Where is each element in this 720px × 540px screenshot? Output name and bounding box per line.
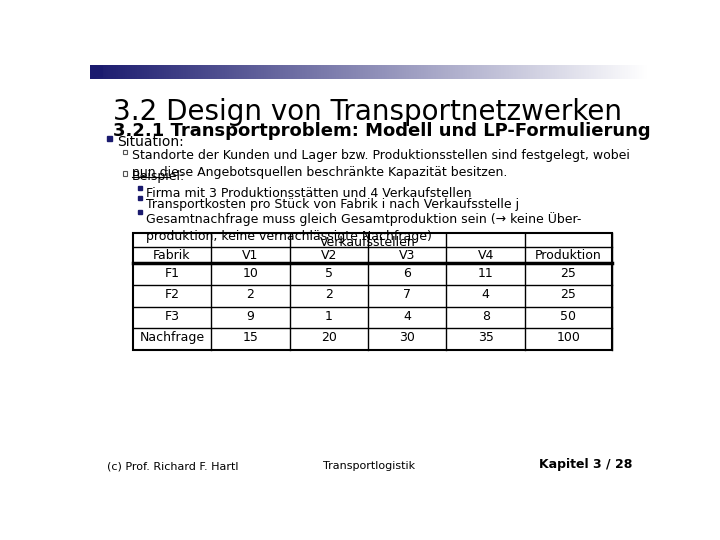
Bar — [98, 72, 102, 76]
Text: V3: V3 — [399, 249, 415, 262]
Text: Transportlogistik: Transportlogistik — [323, 461, 415, 471]
Text: 100: 100 — [557, 331, 580, 344]
Text: 6: 6 — [403, 267, 411, 280]
Text: 20: 20 — [321, 331, 337, 344]
Bar — [107, 136, 112, 141]
Text: 4: 4 — [403, 309, 411, 323]
Text: Fabrik: Fabrik — [153, 249, 191, 262]
Text: F2: F2 — [164, 288, 179, 301]
Bar — [122, 150, 127, 154]
Text: Nachfrage: Nachfrage — [139, 331, 204, 344]
Text: 4: 4 — [482, 288, 490, 301]
Text: Firma mit 3 Produktionsstätten und 4 Verkaufstellen: Firma mit 3 Produktionsstätten und 4 Ver… — [145, 187, 472, 200]
Text: 1: 1 — [325, 309, 333, 323]
Text: 8: 8 — [482, 309, 490, 323]
Text: 11: 11 — [478, 267, 493, 280]
Bar — [91, 72, 96, 76]
Text: F3: F3 — [164, 309, 179, 323]
Text: Verkaufsstellen: Verkaufsstellen — [320, 236, 416, 249]
Text: 3.2 Design von Transportnetzwerken: 3.2 Design von Transportnetzwerken — [113, 98, 622, 126]
Bar — [122, 171, 127, 176]
Bar — [91, 66, 96, 71]
Text: 3.2.1 Transportproblem: Modell und LP-Formulierung: 3.2.1 Transportproblem: Modell und LP-Fo… — [113, 122, 651, 140]
Text: 2: 2 — [246, 288, 254, 301]
Text: Beispiel:: Beispiel: — [132, 170, 185, 183]
Bar — [122, 150, 127, 154]
Bar — [132, 233, 611, 350]
Text: Standorte der Kunden und Lager bzw. Produktionsstellen sind festgelegt, wobei
nu: Standorte der Kunden und Lager bzw. Prod… — [132, 148, 630, 179]
Text: V1: V1 — [242, 249, 258, 262]
Text: 2: 2 — [325, 288, 333, 301]
Text: Situation:: Situation: — [117, 135, 184, 149]
Text: 7: 7 — [403, 288, 411, 301]
Text: 5: 5 — [325, 267, 333, 280]
Bar — [98, 66, 102, 71]
Text: Gesamtnachfrage muss gleich Gesamtproduktion sein (→ keine Über-
produktion, kei: Gesamtnachfrage muss gleich Gesamtproduk… — [145, 212, 581, 243]
Text: 9: 9 — [246, 309, 254, 323]
Text: V4: V4 — [477, 249, 494, 262]
Text: F1: F1 — [164, 267, 179, 280]
Text: V2: V2 — [320, 249, 337, 262]
Text: (c) Prof. Richard F. Hartl: (c) Prof. Richard F. Hartl — [107, 461, 238, 471]
Bar — [138, 186, 142, 190]
Text: 35: 35 — [477, 331, 494, 344]
Text: Kapitel 3 / 28: Kapitel 3 / 28 — [539, 458, 632, 471]
Bar — [122, 171, 127, 176]
Text: 10: 10 — [243, 267, 258, 280]
Text: 25: 25 — [560, 267, 576, 280]
Text: 30: 30 — [400, 331, 415, 344]
Text: 15: 15 — [243, 331, 258, 344]
Text: Transportkosten pro Stück von Fabrik i nach Verkaufsstelle j: Transportkosten pro Stück von Fabrik i n… — [145, 198, 519, 211]
Bar — [138, 197, 142, 200]
Text: Produktion: Produktion — [535, 249, 602, 262]
Bar — [138, 210, 142, 214]
Text: 50: 50 — [560, 309, 576, 323]
Text: 25: 25 — [560, 288, 576, 301]
